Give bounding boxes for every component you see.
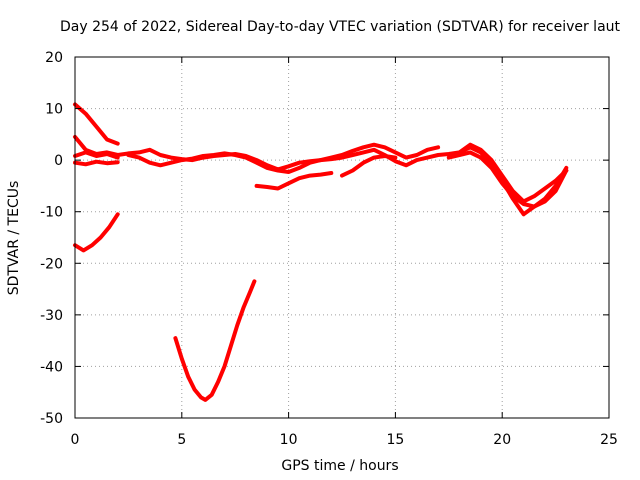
series-line-arc-6	[446, 150, 569, 209]
series-line-arc-1	[73, 102, 120, 146]
x-tick-label: 5	[177, 432, 186, 448]
series-line-arc-2	[73, 134, 441, 172]
chart-title: Day 254 of 2022, Sidereal Day-to-day VTE…	[60, 19, 621, 35]
x-axis-label: GPS time / hours	[281, 458, 398, 474]
axis-ticks: 0 5 10 15 20 25 -50 -40 -30 -20 -10 0 10 20	[40, 50, 618, 448]
series-line-arc-7	[457, 142, 569, 204]
y-axis-label: SDTVAR / TECUs	[6, 181, 22, 296]
y-tick-label: -50	[40, 411, 63, 427]
x-tick-label: 20	[493, 432, 511, 448]
series-line-arc-11	[173, 279, 257, 402]
x-tick-label: 0	[71, 432, 80, 448]
y-tick-label: -40	[40, 359, 63, 375]
series-line-arc-10	[73, 212, 120, 253]
y-tick-label: -10	[40, 205, 63, 221]
y-tick-label: -20	[40, 256, 63, 272]
series-group	[73, 102, 569, 402]
y-tick-label: -30	[40, 308, 63, 324]
x-tick-label: 15	[386, 432, 404, 448]
grid-lines	[75, 57, 609, 418]
plot-frame	[74, 56, 610, 419]
series-line-arc-3	[73, 150, 120, 160]
y-tick-label: 20	[45, 50, 63, 66]
y-tick-label: 10	[45, 102, 63, 118]
y-tick-label: 0	[54, 153, 63, 169]
x-tick-label: 25	[600, 432, 618, 448]
series-line-arc-8	[254, 171, 334, 191]
series-line-arc-9	[340, 154, 398, 178]
x-tick-label: 10	[280, 432, 298, 448]
series-line-arc-4	[73, 159, 120, 167]
